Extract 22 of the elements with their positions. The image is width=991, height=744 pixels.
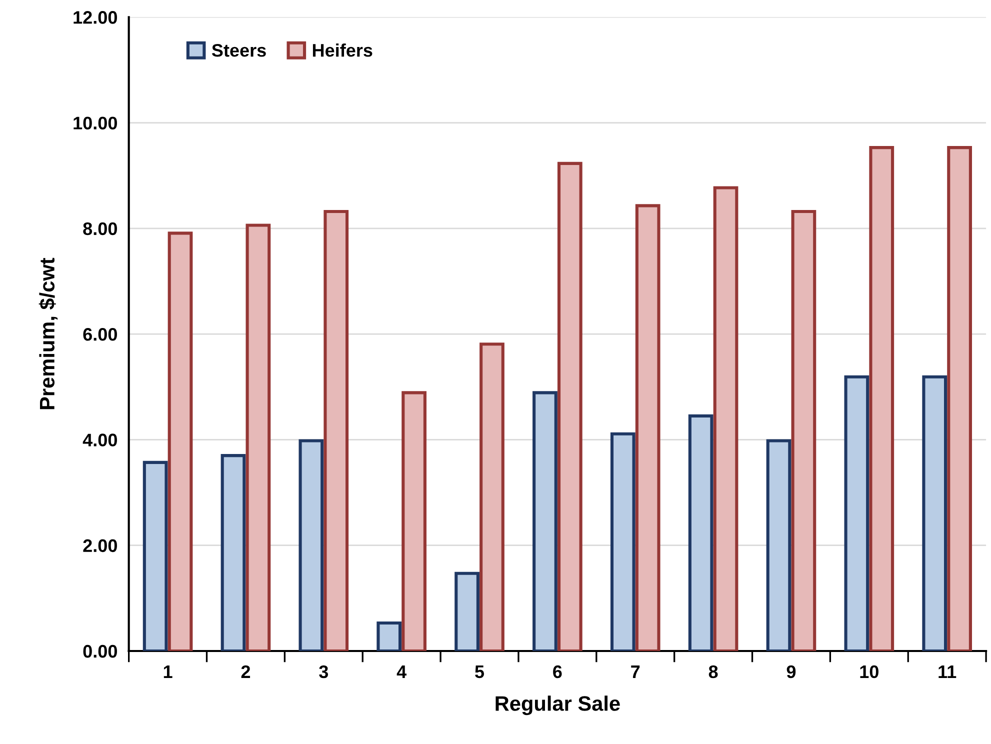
legend-label: Heifers bbox=[312, 44, 372, 57]
x-tick-label: 9 bbox=[786, 665, 796, 678]
y-tick-label: 4.00 bbox=[82, 434, 117, 446]
y-tick-label: 0.00 bbox=[83, 644, 117, 658]
y-axis-title: Premium, $/cwt bbox=[38, 258, 58, 410]
x-tick-label: 8 bbox=[708, 665, 718, 678]
x-tick-label: 6 bbox=[553, 665, 562, 678]
y-tick-label: 8.00 bbox=[83, 222, 117, 236]
x-tick-label: 4 bbox=[396, 666, 407, 678]
legend-label: Steers bbox=[212, 44, 266, 57]
y-tick-label: 6.00 bbox=[83, 328, 117, 341]
x-axis-title: Regular Sale bbox=[496, 696, 620, 716]
x-tick-label: 5 bbox=[475, 666, 484, 678]
x-tick-label: 2 bbox=[241, 665, 250, 678]
y-tick-label: 12.00 bbox=[74, 11, 117, 24]
x-tick-label: 11 bbox=[938, 666, 956, 678]
x-tick-label: 10 bbox=[860, 665, 878, 678]
y-tick-label: 10.00 bbox=[74, 116, 117, 130]
x-tick-label: 3 bbox=[319, 665, 328, 678]
x-tick-label: 7 bbox=[631, 666, 640, 678]
x-tick-label: 1 bbox=[164, 666, 172, 678]
y-tick-label: 2.00 bbox=[83, 539, 117, 552]
